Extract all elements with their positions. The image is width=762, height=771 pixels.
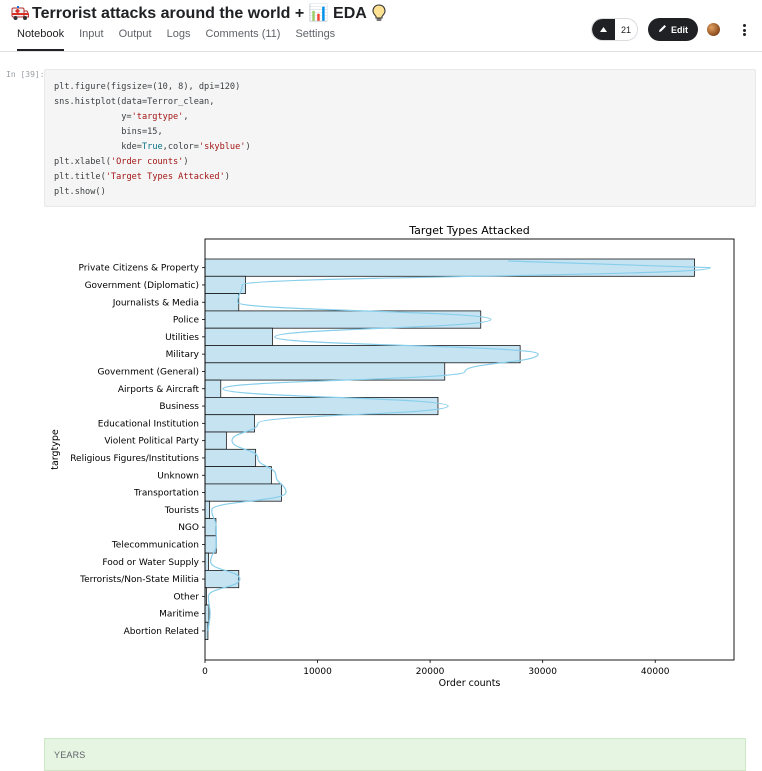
histogram-bar [204,275,246,294]
y-tick-label: Government (Diplomatic) [85,281,199,291]
y-tick-label: Airports & Aircraft [118,385,200,395]
x-tick-label: 30000 [528,667,557,677]
y-tick-label: Religious Figures/Institutions [70,454,199,464]
y-tick-label: Food or Water Supply [102,558,199,568]
tab-comments[interactable]: Comments (11) [205,28,281,40]
tab-notebook[interactable]: Notebook [17,28,65,51]
histogram-bar [204,293,240,312]
lightbulb-icon [369,3,389,23]
notebook-header: Terrorist attacks around the world + 📊 E… [0,0,762,52]
x-tick-label: 0 [202,667,208,677]
y-tick-label: Transportation [133,489,199,499]
tab-input[interactable]: Input [79,28,104,40]
title-row: Terrorist attacks around the world + 📊 E… [10,2,389,24]
markdown-text: YEARS [54,750,86,760]
y-axis-label: targtype [50,429,61,470]
x-tick-label: 10000 [303,667,332,677]
more-options-icon[interactable] [740,22,748,38]
histogram-bar [204,327,273,346]
tab-logs[interactable]: Logs [166,28,191,40]
kde-curve [207,260,711,631]
chart-output: Target Types Attacked Private Citizens & … [44,218,744,698]
code-line: plt.figure(figsize=(10, 8), dpi=120) [54,82,241,92]
tab-settings[interactable]: Settings [295,28,336,40]
y-tick-label: Unknown [157,471,199,481]
histogram-chart: Target Types Attacked Private Citizens & … [50,224,735,689]
y-tick-label: Government (General) [98,367,199,377]
code-line: kde=True,color='skyblue') [54,142,251,152]
vote-count: 21 [621,24,632,35]
edit-button[interactable]: Edit [648,18,698,41]
ambulance-icon [10,3,30,23]
edit-label: Edit [671,24,688,35]
cell-prompt: In [39]: [6,70,45,79]
y-tick-label: NGO [178,523,199,533]
histogram-bar [204,431,227,450]
y-tick-label: Terrorists/Non-State Militia [79,575,199,585]
y-tick-label: Maritime [159,610,199,620]
histogram-bar [204,552,210,571]
code-line: plt.show() [54,187,106,197]
y-tick-label: Journalists & Media [112,298,199,308]
code-line: bins=15, [54,127,163,137]
code-line: sns.histplot(data=Terror_clean, [54,97,215,107]
histogram-bar [204,604,210,623]
y-tick-label: Tourists [164,506,200,516]
y-tick-label: Abortion Related [124,627,199,637]
code-line: plt.title('Target Types Attacked') [54,172,230,182]
code-line: y='targtype', [54,112,189,122]
histogram-bar [204,518,217,537]
y-tick-label: Utilities [165,333,199,343]
upvote-arrow-icon [592,19,615,40]
x-tick-label: 20000 [416,667,445,677]
histogram-bar [204,379,222,398]
y-tick-label: Telecommunication [111,540,199,550]
plot-frame [204,238,735,661]
x-tick-label: 40000 [641,667,670,677]
y-tick-label: Private Citizens & Property [78,264,199,274]
histogram-bar [204,414,255,433]
y-tick-label: Educational Institution [98,419,199,429]
y-tick-label: Other [173,592,199,602]
notebook-title: Terrorist attacks around the world + 📊 E… [32,5,367,22]
y-tick-label: Military [166,350,200,360]
notebook-tabs: Notebook Input Output Logs Comments (11)… [17,28,335,51]
y-tick-label: Violent Political Party [104,437,199,447]
chart-title: Target Types Attacked [408,224,530,237]
avatar[interactable] [707,23,720,36]
markdown-cell[interactable]: YEARS [44,738,746,771]
histogram-bar [204,466,272,485]
x-axis-label: Order counts [439,678,501,689]
histogram-bar [204,448,257,468]
code-cell[interactable]: plt.figure(figsize=(10, 8), dpi=120) sns… [44,69,756,207]
pencil-icon [658,24,667,35]
code-line: plt.xlabel('Order counts') [54,157,189,167]
y-tick-label: Business [159,402,199,412]
tab-output[interactable]: Output [118,28,152,40]
upvote-button[interactable]: 21 [591,18,638,41]
y-tick-label: Police [173,316,200,326]
histogram-bar [204,500,210,519]
